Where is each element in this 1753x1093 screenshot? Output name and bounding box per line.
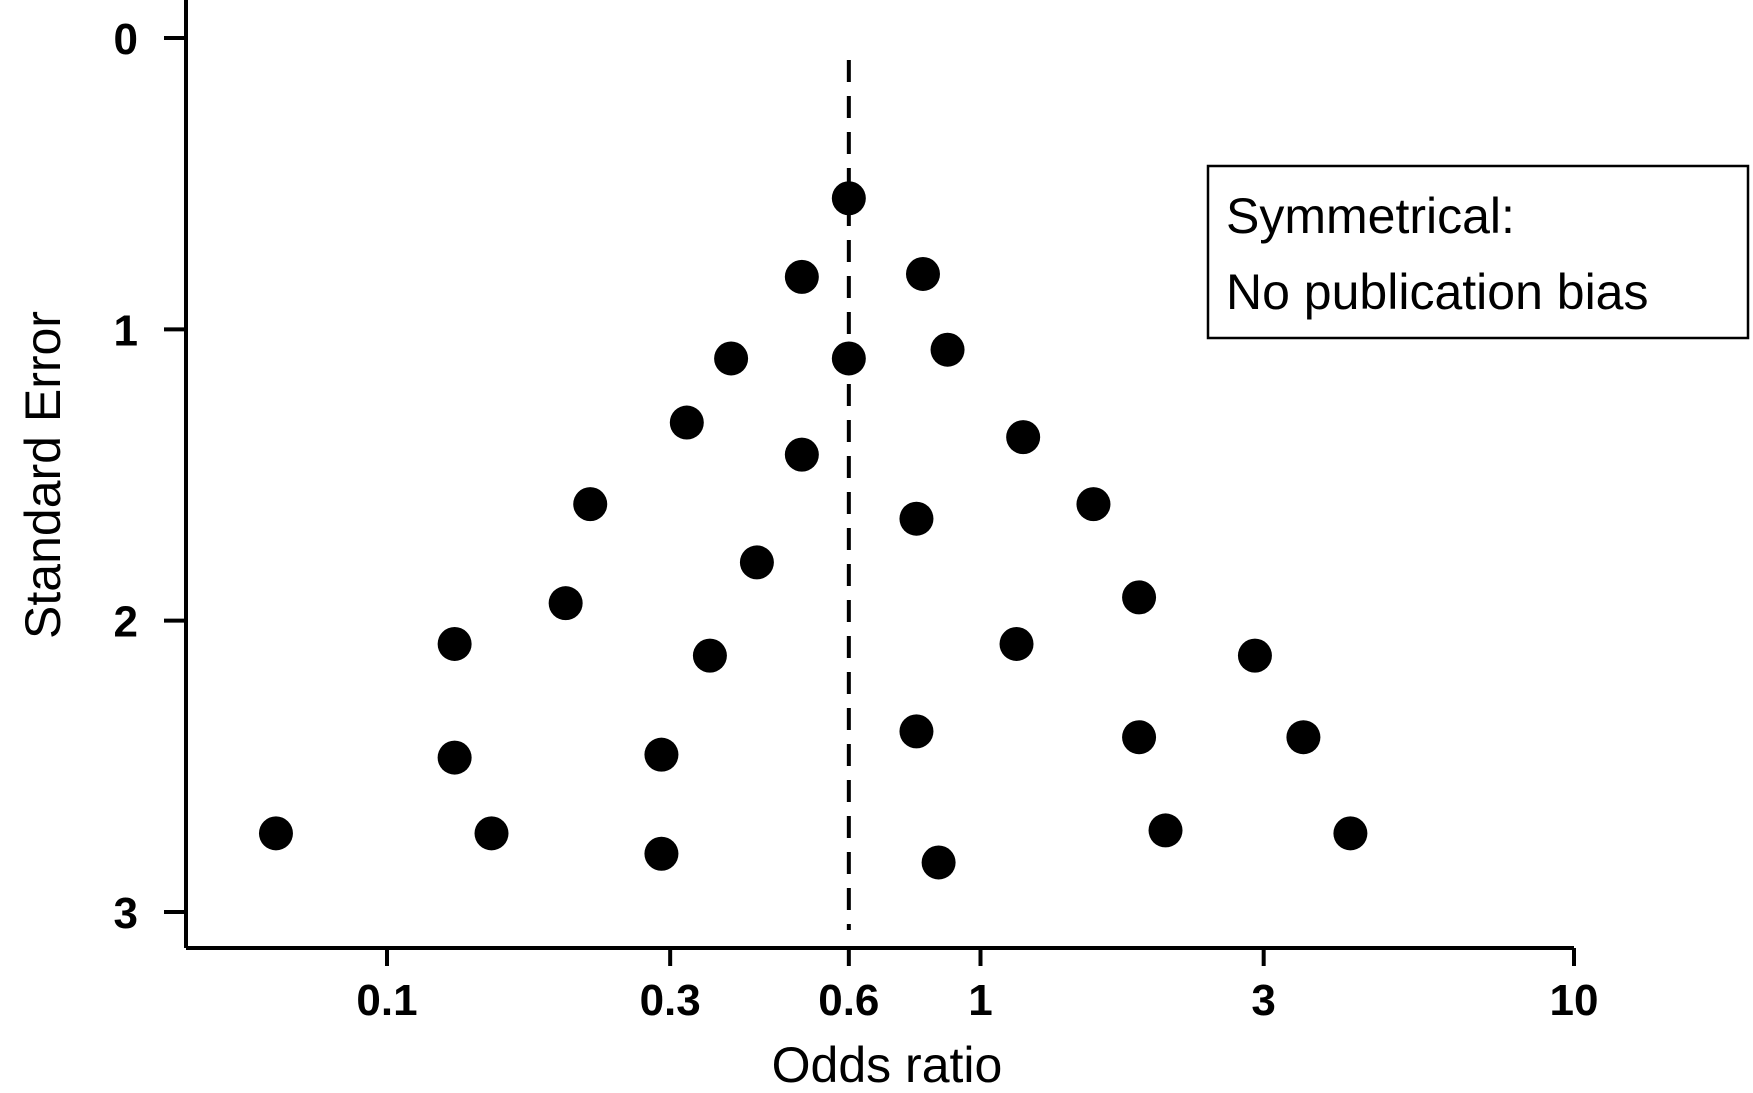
data-point: [1148, 813, 1183, 848]
data-point: [474, 816, 509, 851]
data-point: [831, 181, 866, 216]
data-point: [1122, 720, 1157, 755]
data-point: [1286, 720, 1321, 755]
data-point: [714, 341, 749, 376]
data-point: [899, 714, 934, 749]
data-point: [784, 437, 819, 472]
data-point: [1237, 638, 1272, 673]
data-point: [899, 501, 934, 536]
data-point: [999, 626, 1034, 661]
x-tick-label: 3: [1251, 976, 1275, 1025]
annotation-box: Symmetrical: No publication bias: [1206, 164, 1750, 340]
data-point: [437, 740, 472, 775]
annotation-line-1: Symmetrical:: [1226, 188, 1515, 244]
data-point: [1122, 580, 1157, 615]
y-tick-label: 0: [114, 15, 138, 64]
data-points-group: [258, 181, 1368, 880]
data-point: [1006, 420, 1041, 455]
axes-group: [184, 0, 1574, 950]
x-axis-title: Odds ratio: [772, 1037, 1003, 1093]
annotation-line-2: No publication bias: [1226, 264, 1649, 320]
data-point: [1076, 487, 1111, 522]
data-point: [739, 545, 774, 580]
x-tick-label: 0.3: [640, 976, 701, 1025]
data-point: [921, 845, 956, 880]
data-point: [831, 341, 866, 376]
y-tick-label: 2: [114, 598, 138, 647]
data-point: [784, 259, 819, 294]
y-tick-label: 3: [114, 889, 138, 938]
y-ticks-group: 0 1 2 3: [114, 15, 186, 938]
data-point: [258, 816, 293, 851]
data-point: [930, 332, 965, 367]
y-tick-label: 1: [114, 306, 138, 355]
annotation-border: [1206, 164, 1750, 340]
data-point: [644, 737, 679, 772]
data-point: [644, 836, 679, 871]
x-tick-label: 10: [1550, 976, 1599, 1025]
x-tick-label: 0.6: [818, 976, 879, 1025]
data-point: [669, 405, 704, 440]
data-point: [692, 638, 727, 673]
data-point: [905, 256, 940, 291]
data-point: [573, 487, 608, 522]
y-axis-title: Standard Error: [15, 311, 71, 639]
x-tick-label: 1: [968, 976, 992, 1025]
data-point: [437, 626, 472, 661]
data-point: [1333, 816, 1368, 851]
data-point: [548, 586, 583, 621]
x-tick-label: 0.1: [356, 976, 417, 1025]
x-ticks-group: 0.1 0.3 0.6 1 3 10: [356, 948, 1598, 1025]
